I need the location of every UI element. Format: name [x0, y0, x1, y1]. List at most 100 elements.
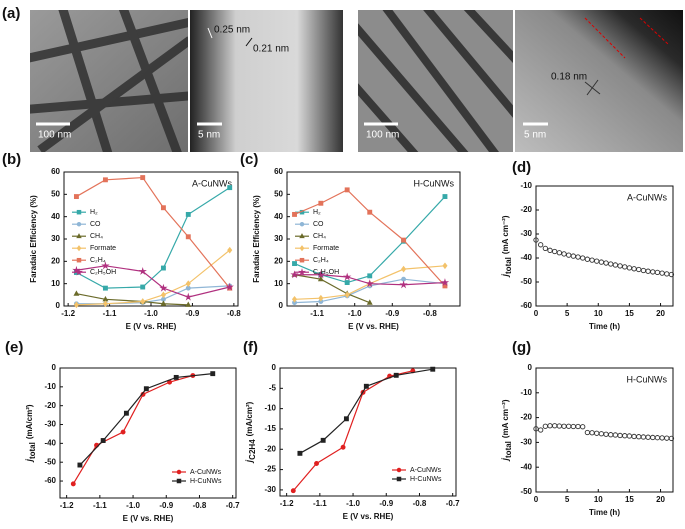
x-tick-label: 5	[565, 309, 570, 318]
x-tick-label: -0.8	[227, 309, 241, 318]
legend-marker	[76, 233, 82, 239]
y-tick-label: 60	[51, 167, 60, 176]
panel-label: (g)	[512, 339, 531, 356]
y-tick-label: 40	[274, 212, 283, 221]
legend-marker	[76, 257, 82, 263]
marker	[575, 254, 581, 260]
marker	[636, 266, 642, 273]
y-label-subscript: total	[504, 441, 513, 458]
marker	[650, 269, 656, 275]
scale-bar-label: 100 nm	[366, 130, 399, 141]
legend-marker	[76, 209, 82, 215]
marker	[552, 248, 558, 255]
legend-label: C₂H₅OH	[313, 269, 339, 276]
marker	[123, 410, 129, 416]
plot-frame	[279, 367, 457, 497]
y-tick-label: -20	[520, 205, 532, 214]
marker	[292, 261, 297, 267]
series-line	[299, 368, 433, 454]
series-line	[294, 274, 370, 304]
y-label-subscript: total	[504, 257, 513, 274]
y-tick-label: -10	[44, 382, 56, 391]
legend-label: H₂	[313, 209, 321, 216]
marker	[659, 435, 665, 441]
x-axis-label: Time (h)	[589, 508, 620, 517]
x-tick-label: 0	[534, 309, 539, 318]
x-axis-label: Time (h)	[589, 322, 620, 331]
marker	[317, 275, 324, 282]
legend-marker	[396, 476, 402, 482]
marker	[73, 194, 79, 200]
y-tick-label: -20	[44, 401, 56, 410]
x-tick-label: 5	[565, 495, 570, 504]
marker	[185, 301, 192, 307]
x-tick-label: -1.2	[60, 501, 74, 510]
marker	[140, 175, 146, 181]
x-tick-label: -0.7	[446, 499, 460, 508]
panel-label: (d)	[512, 159, 531, 176]
marker	[584, 256, 591, 262]
marker	[570, 423, 577, 430]
y-tick-label: -25	[264, 465, 276, 474]
y-label-unit: (mA cm⁻²)	[501, 215, 510, 254]
y-tick-label: 0	[279, 301, 284, 310]
y-label-symbol: j	[500, 274, 510, 278]
y-tick-label: -30	[520, 438, 532, 447]
panel-label: (c)	[240, 151, 258, 168]
y-tick-label: 0	[272, 363, 277, 372]
marker	[533, 237, 539, 243]
marker	[566, 423, 572, 429]
legend-marker	[298, 268, 306, 276]
marker	[366, 299, 373, 305]
marker	[102, 177, 108, 183]
marker	[640, 267, 647, 274]
marker	[631, 266, 637, 272]
marker	[584, 429, 591, 436]
marker	[659, 270, 665, 276]
x-tick-label: -0.9	[379, 499, 393, 508]
marker	[365, 279, 374, 288]
marker	[617, 432, 623, 439]
marker	[654, 269, 661, 276]
marker	[399, 280, 408, 289]
marker	[290, 270, 299, 279]
y-label-symbol: j	[24, 459, 34, 463]
legend-marker	[176, 478, 182, 484]
lattice-label: 0.21 nm	[253, 44, 289, 55]
y-tick-label: -50	[520, 277, 532, 286]
marker	[626, 265, 633, 271]
marker	[143, 386, 149, 392]
x-tick-label: -0.8	[193, 501, 207, 510]
marker	[73, 290, 80, 296]
series-line	[76, 265, 230, 298]
y-axis-label: Faradaic Efficiency (%)	[29, 195, 38, 283]
marker	[297, 450, 303, 456]
series-line	[294, 189, 446, 287]
legend-label: A-CuNWs	[410, 467, 442, 474]
legend-label: Formate	[90, 245, 116, 252]
x-tick-label: -0.8	[423, 309, 437, 318]
marker	[120, 429, 126, 435]
legend-marker	[299, 245, 305, 252]
legend-marker	[396, 467, 402, 473]
y-tick-label: -40	[520, 462, 532, 471]
x-tick-label: -1.0	[346, 499, 360, 508]
tem-image: 0.25 nm 0.21 nm 5 nm	[190, 10, 343, 152]
marker	[603, 431, 609, 437]
marker	[160, 205, 166, 211]
annotation: A-CuNWs	[192, 178, 232, 188]
plot-frame	[535, 185, 674, 307]
marker	[594, 258, 600, 264]
series-line	[76, 176, 231, 289]
series-line	[294, 278, 446, 304]
marker	[594, 430, 600, 436]
y-tick-label: 50	[51, 189, 60, 198]
x-tick-label: 20	[656, 495, 665, 504]
panel-label: (a)	[2, 5, 20, 22]
y-tick-label: -20	[264, 444, 276, 453]
tem-image: 0.18 nm 5 nm	[515, 10, 683, 152]
marker	[552, 423, 558, 429]
plot-frame	[535, 367, 674, 493]
y-label-symbol: j	[500, 458, 510, 462]
marker	[668, 271, 675, 278]
